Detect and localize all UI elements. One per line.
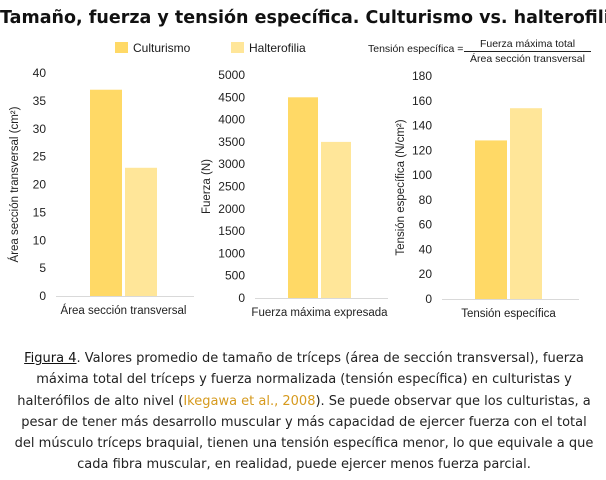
y-tick-label: 180: [412, 69, 432, 83]
y-tick-label: 2000: [218, 202, 245, 216]
x-category-label: Tensión específica: [461, 308, 556, 320]
formula-lhs: Tensión específica =: [368, 43, 464, 55]
bar-halterofilia: [510, 108, 542, 299]
y-tick-label: 100: [412, 168, 432, 182]
y-tick-label: 0: [39, 289, 46, 303]
y-tick-label: 3000: [218, 157, 245, 171]
y-tick-label: 4500: [218, 90, 245, 104]
y-tick-label: 140: [412, 119, 432, 133]
legend-swatch-halterofilia: [231, 42, 244, 53]
bar-culturismo: [288, 97, 318, 298]
formula-fraction: Fuerza máxima total Área sección transve…: [464, 38, 591, 65]
legend-label-halterofilia: Halterofilia: [249, 41, 306, 55]
x-category-label: Fuerza máxima expresada: [251, 307, 388, 319]
y-tick-label: 20: [33, 178, 47, 192]
y-tick-label: 1500: [218, 224, 245, 238]
formula-numerator: Fuerza máxima total: [464, 38, 591, 52]
y-tick-label: 2500: [218, 180, 245, 194]
caption-text-2: ). Se puede observar que los culturistas…: [14, 393, 594, 473]
y-axis-title: Área sección transversal (cm²): [8, 106, 21, 262]
y-tick-label: 120: [412, 143, 432, 157]
y-tick-label: 15: [33, 205, 47, 219]
y-tick-label: 0: [425, 292, 432, 306]
caption-reference-link[interactable]: Ikegawa et al., 2008: [183, 393, 316, 409]
y-tick-label: 500: [225, 269, 245, 283]
bar-culturismo: [475, 140, 507, 299]
legend-item-culturismo: Culturismo: [115, 41, 190, 55]
chart-title: Tamaño, fuerza y tensión específica. Cul…: [0, 8, 606, 28]
charts-canvas: 0 5 10 15 20 25 30 35 40 Área sección transversal…: [8, 66, 579, 320]
y-tick-label: 10: [33, 233, 47, 247]
x-category-label: Área sección transversal: [61, 304, 187, 317]
y-tick-label: 30: [33, 122, 47, 136]
y-tick-label: 60: [419, 218, 433, 232]
bar-halterofilia: [125, 167, 157, 296]
y-tick-label: 40: [33, 66, 47, 80]
legend-label-culturismo: Culturismo: [133, 41, 191, 55]
figure-caption: Figura 4. Valores promedio de tamaño de …: [14, 348, 594, 476]
formula-denominator: Área sección transversal: [470, 53, 585, 65]
y-tick-label: 80: [419, 193, 433, 207]
y-tick-label: 4000: [218, 113, 245, 127]
y-axis-title: Fuerza (N): [201, 159, 213, 214]
y-tick-label: 5000: [218, 68, 245, 82]
bar-culturismo: [90, 89, 122, 296]
y-tick-label: 35: [33, 94, 47, 108]
y-tick-label: 5: [39, 261, 46, 275]
legend-swatch-culturismo: [115, 42, 128, 53]
caption-text-1: . Valores promedio de tamaño de tríceps …: [17, 351, 584, 409]
y-tick-label: 40: [419, 242, 433, 256]
y-tick-label: 1000: [218, 246, 245, 260]
y-tick-label: 0: [238, 291, 245, 305]
y-tick-label: 25: [33, 150, 47, 164]
y-tick-label: 160: [412, 94, 432, 108]
figure-label: Figura 4: [24, 351, 77, 366]
bar-halterofilia: [321, 141, 351, 298]
y-tick-label: 3500: [218, 135, 245, 149]
y-axis-title: Tensión específica (N/cm²): [395, 119, 407, 255]
legend-item-halterofilia: Halterofilia: [231, 41, 306, 55]
y-tick-label: 20: [419, 267, 433, 281]
